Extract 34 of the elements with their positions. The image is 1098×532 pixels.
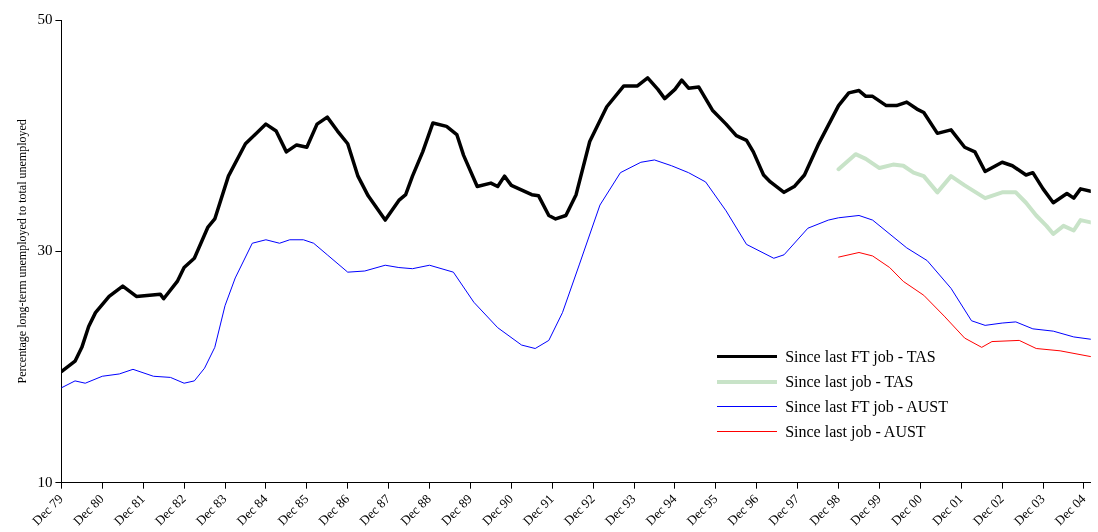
x-tick-label: Dec 03 (1010, 491, 1048, 529)
x-tick-label: Dec 00 (888, 491, 925, 529)
x-tick-label: Dec 82 (151, 491, 189, 529)
x-tick-label: Dec 94 (642, 490, 680, 529)
y-tick-label: 50 (37, 10, 53, 27)
x-tick-label: Dec 87 (356, 490, 394, 529)
x-tick-label: Dec 88 (397, 491, 435, 529)
x-tick-label: Dec 81 (110, 491, 148, 529)
x-tick-label: Dec 84 (233, 490, 271, 529)
y-tick-label: 10 (37, 473, 53, 490)
y-tick-label: 30 (37, 242, 53, 259)
x-tick-label: Dec 93 (601, 491, 639, 529)
x-tick-label: Dec 98 (806, 491, 844, 529)
x-tick-label: Dec 79 (29, 491, 66, 529)
x-tick-label: Dec 99 (847, 491, 884, 529)
legend-label: Since last job - AUST (785, 422, 926, 441)
x-tick-label: Dec 90 (478, 491, 516, 529)
x-tick-label: Dec 89 (438, 491, 475, 529)
x-tick-label: Dec 97 (765, 490, 803, 529)
x-tick-label: Dec 91 (519, 491, 557, 529)
x-tick-label: Dec 96 (724, 490, 762, 529)
y-axis-title: Percentage long-term unemployed to total unemployed (15, 119, 30, 384)
x-tick-label: Dec 86 (315, 490, 353, 529)
x-tick-label: Dec 01 (928, 491, 966, 529)
x-tick-label: Dec 95 (683, 491, 721, 529)
x-tick-label: Dec 02 (969, 491, 1007, 529)
legend-label: Since last job - TAS (785, 372, 914, 391)
x-tick-label: Dec 92 (560, 491, 598, 529)
x-tick-label: Dec 80 (69, 491, 107, 529)
legend-label: Since last FT job - AUST (785, 397, 948, 416)
legend-label: Since last FT job - TAS (785, 347, 936, 366)
x-tick-label: Dec 83 (192, 491, 230, 529)
x-tick-label: Dec 04 (1051, 490, 1089, 529)
x-tick-label: Dec 85 (274, 491, 312, 529)
